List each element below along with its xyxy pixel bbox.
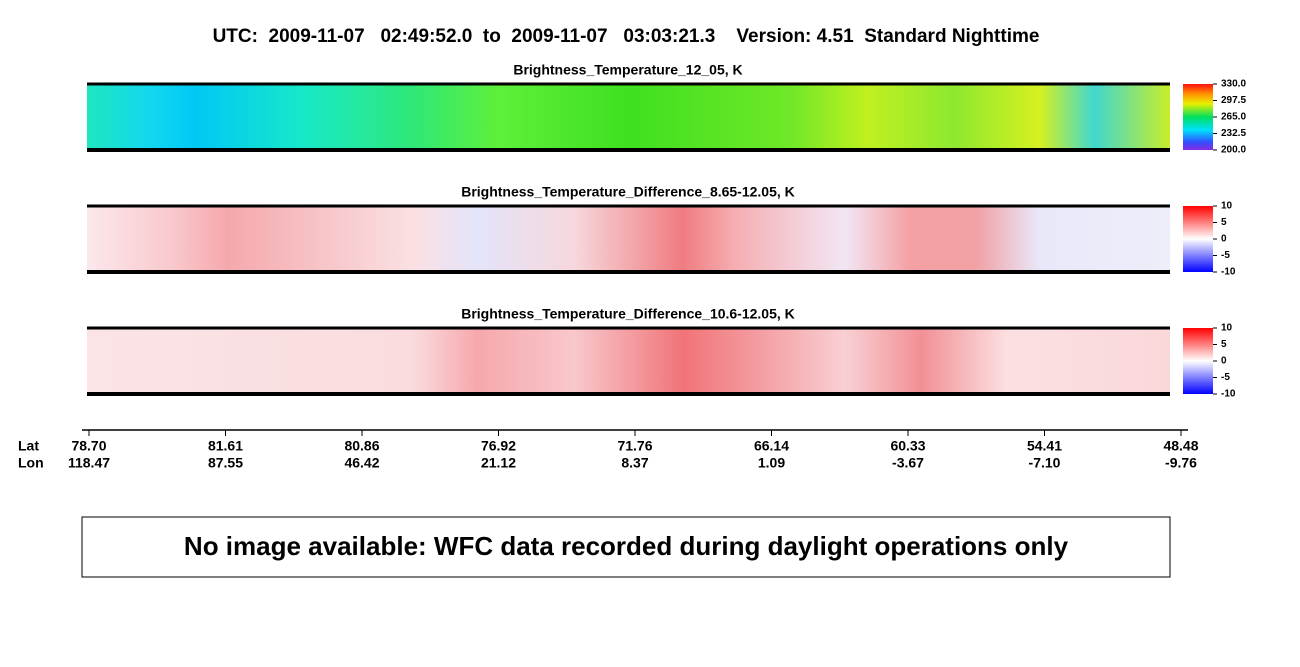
colorbar-tick-label: 10 bbox=[1221, 323, 1233, 334]
colorbar-tick-label: 330.0 bbox=[1221, 79, 1246, 90]
lon-label: -3.67 bbox=[892, 455, 924, 471]
colorbar-tick-label: -10 bbox=[1221, 389, 1236, 400]
colorbar-tick-label: -5 bbox=[1221, 250, 1230, 261]
lon-label: 46.42 bbox=[344, 455, 379, 471]
lon-label: 21.12 bbox=[481, 455, 516, 471]
panel-title: Brightness_Temperature_Difference_10.6-1… bbox=[461, 306, 795, 322]
colorbar bbox=[1183, 328, 1213, 394]
lat-label: 78.70 bbox=[71, 438, 106, 454]
lon-label: 8.37 bbox=[621, 455, 648, 471]
main-title: UTC: 2009-11-07 02:49:52.0 to 2009-11-07… bbox=[213, 26, 1040, 47]
colorbar bbox=[1183, 84, 1213, 150]
lat-label: 81.61 bbox=[208, 438, 243, 454]
lon-label: -7.10 bbox=[1029, 455, 1061, 471]
colorbar-tick-label: 0 bbox=[1221, 356, 1227, 367]
lat-label: 66.14 bbox=[754, 438, 789, 454]
colorbar bbox=[1183, 206, 1213, 272]
image bbox=[87, 84, 1170, 150]
lat-label: 48.48 bbox=[1163, 438, 1198, 454]
colorbar-tick-label: 10 bbox=[1221, 201, 1233, 212]
panel-title: Brightness_Temperature_Difference_8.65-1… bbox=[461, 184, 795, 200]
colorbar-tick-label: -5 bbox=[1221, 372, 1230, 383]
lat-label: 80.86 bbox=[344, 438, 379, 454]
lon-label: 87.55 bbox=[208, 455, 243, 471]
lon-label: 118.47 bbox=[68, 455, 110, 471]
colorbar-tick-label: -10 bbox=[1221, 267, 1236, 278]
colorbar-tick-label: 5 bbox=[1221, 339, 1227, 350]
colorbar-tick-label: 200.0 bbox=[1221, 145, 1246, 156]
panel-title: Brightness_Temperature_12_05, K bbox=[513, 62, 742, 78]
row-label: Lon bbox=[18, 455, 44, 471]
lat-label: 76.92 bbox=[481, 438, 516, 454]
colorbar-tick-label: 0 bbox=[1221, 234, 1227, 245]
image bbox=[87, 206, 1170, 272]
message-box bbox=[81, 516, 1171, 578]
colorbar-tick-label: 297.5 bbox=[1221, 95, 1246, 106]
image bbox=[87, 328, 1170, 394]
row-label: Lat bbox=[18, 438, 39, 454]
lat-label: 54.41 bbox=[1027, 438, 1062, 454]
colorbar-tick-label: 232.5 bbox=[1221, 128, 1246, 139]
colorbar-tick-label: 5 bbox=[1221, 217, 1227, 228]
lon-label: 1.09 bbox=[758, 455, 785, 471]
lon-label: -9.76 bbox=[1165, 455, 1197, 471]
lat-label: 60.33 bbox=[890, 438, 925, 454]
message: No image available: WFC data recorded du… bbox=[184, 531, 1069, 561]
colorbar-tick-label: 265.0 bbox=[1221, 112, 1246, 123]
lat-label: 71.76 bbox=[617, 438, 652, 454]
